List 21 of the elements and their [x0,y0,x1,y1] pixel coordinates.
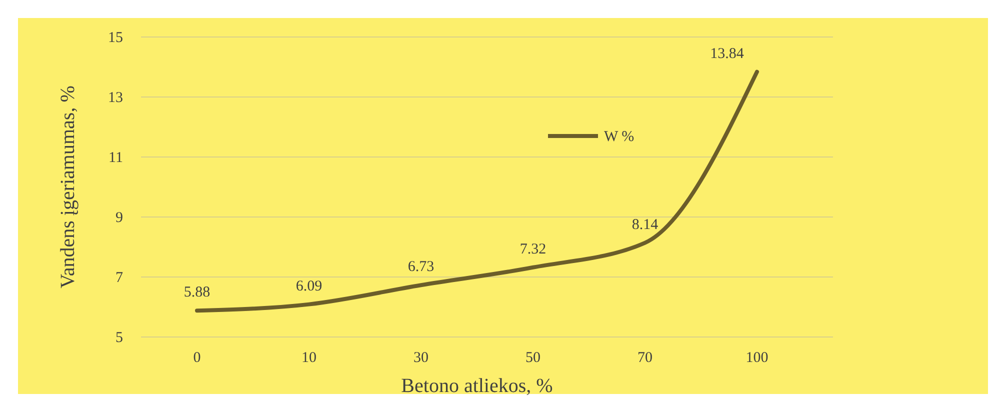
data-label: 13.84 [710,46,744,62]
legend-label: W % [604,129,634,145]
data-label: 5.88 [184,284,210,301]
y-tick-label: 5 [116,330,123,346]
x-tick-label: 50 [526,350,540,366]
x-tick-label: 70 [638,350,652,366]
x-tick-label: 0 [193,350,201,366]
y-tick-label: 11 [108,150,123,166]
x-tick-label: 30 [414,350,428,366]
y-axis-title: Vandens įgeriamumas, % [57,86,79,288]
data-label: 6.73 [408,259,434,276]
x-tick-label: 100 [746,350,768,366]
data-label: 7.32 [520,241,546,258]
y-tick-label: 7 [116,270,124,286]
y-tick-label: 15 [108,30,123,46]
data-label: 6.09 [296,278,322,294]
x-tick-label: 10 [302,350,316,366]
data-label: 8.14 [632,216,659,233]
y-tick-label: 9 [116,210,123,226]
y-tick-label: 13 [108,90,123,106]
x-axis-title: Betono atliekos, % [401,375,553,397]
